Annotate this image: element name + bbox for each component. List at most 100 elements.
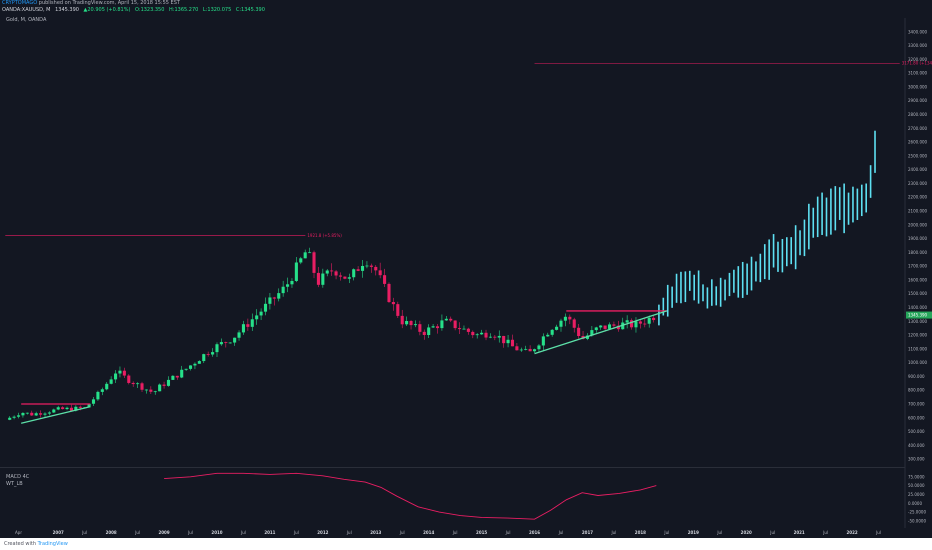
projection-bar[interactable] [821,192,823,235]
candle-down[interactable] [502,335,506,344]
projection-bar[interactable] [865,183,867,213]
projection-bar[interactable] [675,273,678,303]
candle-up[interactable] [299,258,303,263]
wt-lb-oscillator-line[interactable] [164,472,657,520]
projection-bar[interactable] [750,256,753,291]
candle-up[interactable] [250,319,254,327]
candle-up[interactable] [634,321,638,328]
projection-bar[interactable] [852,186,854,223]
projection-bar[interactable] [733,269,735,293]
candle-up[interactable] [352,269,356,278]
candle-up[interactable] [74,406,78,411]
candle-up[interactable] [325,270,329,274]
projection-bar[interactable] [816,196,819,238]
projection-bar[interactable] [737,266,740,298]
candle-up[interactable] [524,348,528,350]
projection-bar[interactable] [812,207,815,238]
candle-down[interactable] [246,324,250,327]
candle-down[interactable] [643,323,647,325]
author-link[interactable]: CRYPTOMAGO [2,0,38,6]
candle-up[interactable] [532,349,537,352]
candle-down[interactable] [316,272,320,285]
projection-bar[interactable] [790,237,793,265]
candle-up[interactable] [8,417,12,420]
candle-up[interactable] [255,315,259,320]
candle-down[interactable] [78,406,82,408]
candle-up[interactable] [144,389,148,391]
support-trendline[interactable] [21,406,91,424]
projection-bar[interactable] [763,244,766,280]
projection-bar[interactable] [680,271,682,304]
candle-down[interactable] [449,318,453,321]
candle-up[interactable] [537,345,541,350]
candle-down[interactable] [638,321,642,324]
candle-down[interactable] [312,252,316,273]
projection-bar[interactable] [746,263,748,295]
candle-up[interactable] [263,303,268,312]
candle-up[interactable] [444,318,448,321]
candle-down[interactable] [127,375,131,383]
macd-label[interactable]: MACD 4C [6,474,30,480]
candle-down[interactable] [409,320,413,326]
projection-bar[interactable] [693,274,695,301]
projection-bar[interactable] [786,237,788,267]
projection-bar[interactable] [803,219,806,257]
projection-bar[interactable] [658,304,660,326]
candle-down[interactable] [387,283,391,303]
candle-up[interactable] [87,403,91,408]
candle-up[interactable] [259,311,263,316]
candle-up[interactable] [21,412,25,416]
candle-up[interactable] [202,354,206,362]
candle-up[interactable] [321,273,325,285]
candle-down[interactable] [422,331,426,336]
projection-bar[interactable] [702,284,704,302]
candle-up[interactable] [625,320,629,323]
projection-bar[interactable] [684,271,687,303]
candle-up[interactable] [475,334,479,336]
candle-up[interactable] [188,365,193,369]
candle-down[interactable] [577,327,581,337]
candle-down[interactable] [131,382,135,385]
candle-up[interactable] [347,277,351,279]
candle-up[interactable] [193,363,197,366]
candle-up[interactable] [136,383,140,385]
projection-bar[interactable] [688,270,691,291]
candle-up[interactable] [105,383,109,390]
projection-bar[interactable] [830,188,832,235]
candle-up[interactable] [153,391,157,393]
candle-down[interactable] [39,413,43,415]
candle-down[interactable] [510,339,515,347]
candle-down[interactable] [572,319,576,328]
candle-down[interactable] [435,326,440,329]
candle-down[interactable] [30,412,34,416]
projection-bar[interactable] [834,186,837,231]
candle-down[interactable] [616,325,620,330]
projection-bar[interactable] [697,270,700,304]
candle-up[interactable] [277,293,281,299]
candle-up[interactable] [506,339,510,344]
candle-down[interactable] [61,407,65,410]
candle-down[interactable] [343,276,347,279]
candle-up[interactable] [25,412,29,414]
candle-up[interactable] [480,332,484,335]
candle-down[interactable] [122,370,126,376]
candle-up[interactable] [647,317,651,324]
candle-up[interactable] [158,384,162,392]
projection-bar[interactable] [847,192,850,225]
candle-up[interactable] [233,337,237,343]
candle-down[interactable] [471,331,475,336]
candle-down[interactable] [418,324,422,332]
projection-bar[interactable] [666,284,669,317]
candle-up[interactable] [237,332,241,338]
candle-up[interactable] [47,412,51,414]
candle-down[interactable] [338,275,343,277]
candle-down[interactable] [630,320,634,328]
projection-bar[interactable] [715,286,718,306]
price-chart[interactable]: 3400.000 3300.000 3200.000 3100.000 3000.000… [0,0,932,538]
candle-down[interactable] [374,266,378,271]
candle-up[interactable] [303,252,307,259]
candle-up[interactable] [268,297,272,304]
candle-up[interactable] [431,326,435,328]
candle-up[interactable] [360,265,365,271]
candle-up[interactable] [294,262,298,281]
